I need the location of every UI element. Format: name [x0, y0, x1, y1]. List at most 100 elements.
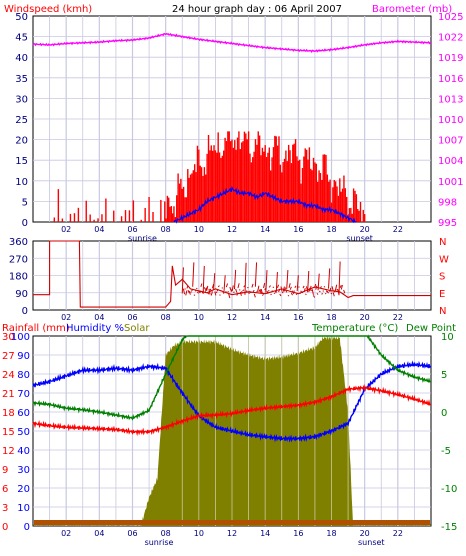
wind-direction-spike: [263, 282, 266, 289]
wind-direction-spike: [312, 295, 316, 298]
wind-direction-spike: [191, 288, 194, 292]
weather-time-label: 12: [227, 529, 237, 538]
barometer-axis-title: Barometer (mb): [372, 4, 452, 15]
wind-direction-spike: [300, 290, 303, 293]
wind-direction-spike: [339, 285, 342, 289]
barometer-tick-label: 1016: [438, 74, 463, 85]
barometer-tick-label: 998: [438, 197, 457, 208]
humidity-tick-label: 100: [11, 332, 30, 343]
wind-time-label: 08: [161, 225, 171, 234]
wind-direction-spike: [316, 293, 319, 295]
direction-compass-label: E: [439, 289, 445, 300]
barometer-line: [32, 32, 432, 53]
wind-direction-spike: [303, 288, 306, 293]
wind-direction-spike: [186, 285, 189, 289]
windspeed-tick-label: 5: [22, 197, 28, 208]
wind-direction-spike: [311, 289, 314, 295]
wind-direction-spike: [252, 289, 255, 293]
wind-direction-spike: [340, 284, 343, 290]
wind-direction-spike: [206, 285, 209, 291]
rainfall-tick-label: 9: [2, 465, 8, 476]
wind-direction-spike: [308, 287, 311, 293]
direction-tick-label: 180: [9, 272, 28, 283]
wind-direction-spike: [237, 283, 240, 289]
humidity-tick-label: 80: [17, 370, 30, 381]
wind-direction-spike: [215, 291, 218, 294]
windspeed-tick-label: 35: [15, 74, 28, 85]
humidity-tick-label: 40: [17, 446, 30, 457]
wind-direction-spike: [244, 262, 247, 295]
wind-direction-spike: [328, 268, 331, 289]
wind-direction-spike: [334, 284, 338, 291]
wind-direction-spike: [231, 285, 234, 292]
wind-direction-spike: [253, 293, 256, 298]
rainfall-tick-label: 21: [2, 389, 15, 400]
wind-direction-spike: [343, 289, 346, 294]
wind-direction-spike: [314, 283, 317, 288]
wind-direction-spike: [207, 292, 210, 295]
temperature-tick-label: -15: [441, 522, 457, 533]
wind-direction-spike: [187, 290, 190, 293]
wind-direction-spike: [267, 289, 270, 292]
weather-time-label: 22: [393, 529, 403, 538]
windspeed-tick-label: 40: [15, 53, 28, 64]
wind-direction-spike: [275, 272, 278, 292]
chart-title: 24 hour graph day : 06 April 2007: [172, 4, 342, 15]
humidity-tick-label: 70: [17, 389, 30, 400]
wind-direction-spike: [301, 291, 304, 294]
direction-compass-label: S: [439, 272, 445, 283]
wind-direction-spike: [249, 290, 252, 294]
barometer-tick-label: 1007: [438, 136, 463, 147]
wind-time-label: 14: [260, 225, 270, 234]
wind-direction-spike: [233, 291, 235, 293]
direction-compass-label: N: [439, 306, 446, 317]
rainfall-tick-label: 0: [2, 522, 8, 533]
weather-time-label: 18: [326, 529, 336, 538]
wind-direction-spike: [198, 290, 201, 293]
rainfall-bar: [34, 520, 430, 525]
temperature-line: [32, 384, 431, 437]
barometer-tick-label: 1004: [438, 156, 463, 167]
direction-time-label: 02: [61, 313, 71, 322]
wind-direction-spike: [315, 285, 318, 290]
wind-direction-spike: [223, 275, 226, 291]
wind-direction-spike: [242, 289, 245, 292]
wind-direction-spike: [193, 294, 196, 296]
chart-layer: 0510152025303540455099599810011004100710…: [2, 12, 463, 547]
wind-direction-spike: [233, 269, 237, 290]
windspeed-axis-title: Windspeed (kmh): [4, 4, 92, 15]
wind-direction-spike: [214, 291, 217, 296]
rainfall-tick-label: 30: [2, 332, 15, 343]
temperature-axis-title: Temperature (°C): [311, 323, 398, 334]
wind-direction-spike: [182, 288, 186, 295]
wind-direction-spike: [235, 288, 238, 293]
wind-direction-spike: [278, 288, 281, 293]
wind-average-line: [173, 185, 357, 224]
wind-direction-spike: [317, 273, 320, 291]
weather-time-label: 04: [94, 529, 104, 538]
wind-direction-spike: [321, 292, 324, 295]
temperature-tick-label: 5: [441, 370, 447, 381]
wind-direction-spike: [265, 270, 268, 293]
wind-direction-spike: [203, 287, 206, 290]
humidity-tick-label: 30: [17, 465, 30, 476]
weather-time-label: 16: [293, 529, 303, 538]
direction-time-label: 10: [194, 313, 204, 322]
wind-direction-spike: [281, 291, 284, 294]
rainfall-tick-label: 15: [2, 427, 15, 438]
wind-direction-spike: [204, 287, 208, 292]
wind-direction-spike: [305, 293, 307, 296]
direction-tick-label: 0: [22, 306, 28, 317]
wind-direction-spike: [338, 261, 341, 296]
wind-direction-spike: [188, 290, 191, 295]
wind-direction-spike: [332, 292, 335, 297]
wind-direction-spike: [192, 262, 195, 287]
wind-direction-spike: [283, 287, 287, 292]
sunset-label-bottom: sunset: [358, 538, 385, 547]
wind-direction-spike: [326, 290, 329, 294]
wind-direction-spike: [329, 287, 332, 292]
wind-direction-spike: [296, 275, 299, 291]
wind-direction-spike: [274, 290, 277, 294]
weather-time-label: 02: [61, 529, 71, 538]
wind-time-label: 10: [194, 225, 204, 234]
